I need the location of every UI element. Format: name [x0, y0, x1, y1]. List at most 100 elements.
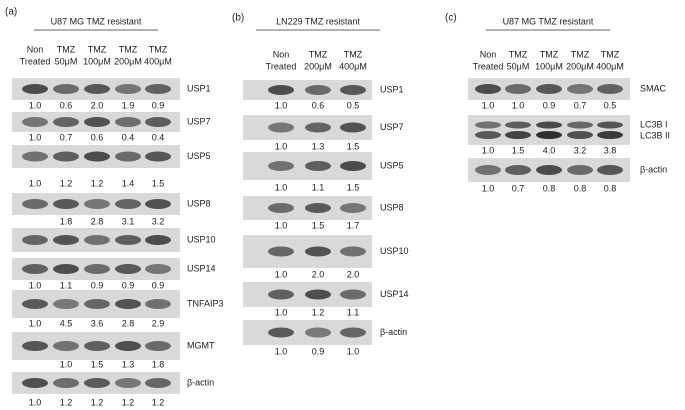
band	[268, 161, 294, 171]
band	[145, 341, 171, 351]
band	[115, 151, 141, 162]
quantification: 3.2	[574, 145, 587, 155]
band	[475, 84, 501, 94]
band	[115, 299, 141, 309]
protein-label: β-actin	[187, 377, 214, 387]
quantification: 0.9	[152, 280, 165, 290]
protein-label: USP5	[380, 160, 404, 170]
quantification: 2.9	[152, 318, 165, 328]
lane-header: TMZ	[540, 49, 559, 59]
band	[305, 122, 331, 133]
band	[115, 341, 141, 351]
protein-label: β-actin	[640, 164, 667, 174]
quantification: 1.5	[347, 182, 360, 192]
quantification: 1.2	[152, 397, 165, 407]
lane-header: Treated	[473, 61, 504, 71]
band	[22, 341, 48, 351]
quantification: 1.0	[482, 145, 495, 155]
band	[115, 84, 141, 94]
lane-header: TMZ	[571, 49, 590, 59]
band	[536, 131, 562, 139]
band	[340, 246, 366, 257]
lane-header: 400μM	[144, 56, 172, 66]
band	[53, 117, 79, 127]
quantification: 1.0	[60, 359, 73, 369]
quantification: 2.8	[122, 318, 135, 328]
quantification: 1.5	[152, 178, 165, 188]
blot-background	[468, 115, 630, 145]
quantification: 0.7	[60, 132, 73, 142]
band	[22, 117, 48, 127]
lane-header: TMZ	[57, 44, 76, 54]
panel-title: U87 MG TMZ resistant	[51, 16, 142, 26]
band	[53, 199, 79, 209]
band	[22, 378, 48, 388]
band	[505, 131, 531, 139]
band	[268, 289, 294, 300]
band	[268, 246, 294, 257]
protein-label: LC3B II	[640, 130, 670, 140]
band	[340, 122, 366, 133]
band	[536, 165, 562, 175]
quantification: 0.9	[91, 280, 104, 290]
band	[305, 246, 331, 257]
quantification: 1.0	[275, 346, 288, 356]
band	[475, 165, 501, 175]
quantification: 0.9	[122, 280, 135, 290]
protein-label: LC3B I	[640, 119, 668, 129]
band	[115, 378, 141, 388]
band	[340, 161, 366, 171]
band	[145, 299, 171, 309]
quantification: 1.2	[91, 397, 104, 407]
quantification: 1.0	[29, 132, 42, 142]
quantification: 1.2	[60, 397, 73, 407]
quantification: 2.0	[347, 269, 360, 279]
band	[145, 235, 171, 245]
band	[22, 151, 48, 162]
protein-label: USP7	[187, 116, 211, 126]
quantification: 0.5	[347, 100, 360, 110]
lane-header: 50μM	[55, 56, 78, 66]
panel-title: LN229 TMZ resistant	[276, 16, 360, 26]
quantification: 1.0	[275, 220, 288, 230]
band	[84, 235, 110, 245]
band	[22, 235, 48, 245]
protein-label: USP5	[187, 151, 211, 161]
lane-header: TMZ	[509, 49, 528, 59]
lane-header: 200μM	[114, 56, 142, 66]
quantification: 1.0	[482, 100, 495, 110]
band	[505, 165, 531, 175]
quantification: 0.9	[543, 100, 556, 110]
quantification: 1.5	[312, 220, 325, 230]
quantification: 0.8	[543, 183, 556, 193]
quantification: 1.0	[512, 100, 525, 110]
band	[145, 151, 171, 162]
band	[53, 235, 79, 245]
protein-label: USP1	[187, 83, 211, 93]
band	[145, 84, 171, 94]
protein-label: USP8	[380, 202, 404, 212]
band	[145, 264, 171, 274]
quantification: 0.8	[604, 183, 617, 193]
quantification: 2.0	[91, 100, 104, 110]
quantification: 0.7	[512, 183, 525, 193]
quantification: 1.8	[60, 216, 73, 226]
lane-header: TMZ	[344, 49, 363, 59]
quantification: 1.0	[275, 100, 288, 110]
band	[115, 117, 141, 127]
quantification: 0.4	[122, 132, 135, 142]
quantification: 0.9	[152, 100, 165, 110]
protein-label: USP10	[187, 234, 216, 244]
band	[84, 84, 110, 94]
lane-header: TMZ	[601, 49, 620, 59]
protein-label: MGMT	[187, 340, 215, 350]
band	[84, 151, 110, 162]
lane-header: 100μM	[535, 61, 563, 71]
quantification: 3.6	[91, 318, 104, 328]
quantification: 1.1	[60, 280, 73, 290]
panel-label: (c)	[445, 13, 457, 24]
band	[536, 121, 562, 129]
band	[305, 203, 331, 213]
band	[115, 235, 141, 245]
